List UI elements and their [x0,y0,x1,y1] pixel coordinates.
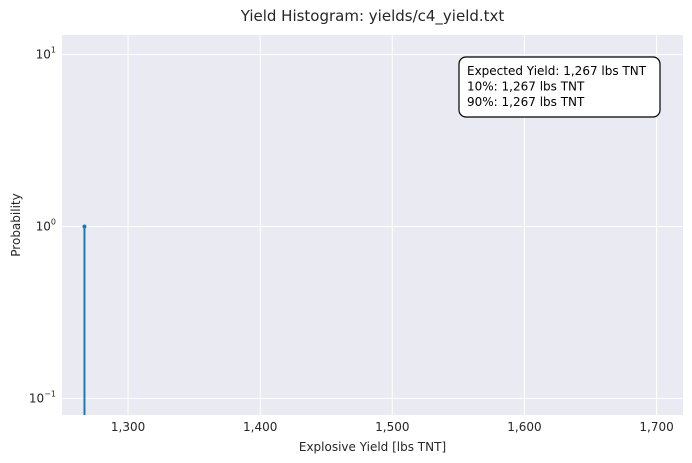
annotation-p10: 10%: 1,267 lbs TNT [467,80,585,94]
x-axis-label: Explosive Yield [lbs TNT] [299,440,446,454]
x-tick-label: 1,500 [375,420,409,434]
annotation-expected-yield: Expected Yield: 1,267 lbs TNT [467,64,647,78]
axis-ticks: 1,300 1,400 1,500 1,600 1,700 10−1 100 101 [29,46,674,434]
chart-title: Yield Histogram: yields/c4_yield.txt [240,7,505,26]
annotation-box-frame [458,56,661,118]
y-tick-label: 100 [36,217,56,233]
y-axis-label: Probability [9,193,23,256]
x-tick-label: 1,300 [111,420,145,434]
annotation-p90: 90%: 1,267 lbs TNT [467,95,585,109]
x-tick-label: 1,700 [639,420,673,434]
x-tick-label: 1,600 [507,420,541,434]
x-tick-label: 1,400 [243,420,277,434]
histogram-bin-marker [82,224,87,229]
y-tick-label: 101 [36,46,56,62]
y-tick-label: 10−1 [29,389,56,405]
histogram-bars [82,224,87,415]
yield-annotation-box: Expected Yield: 1,267 lbs TNT 10%: 1,267… [458,56,661,118]
